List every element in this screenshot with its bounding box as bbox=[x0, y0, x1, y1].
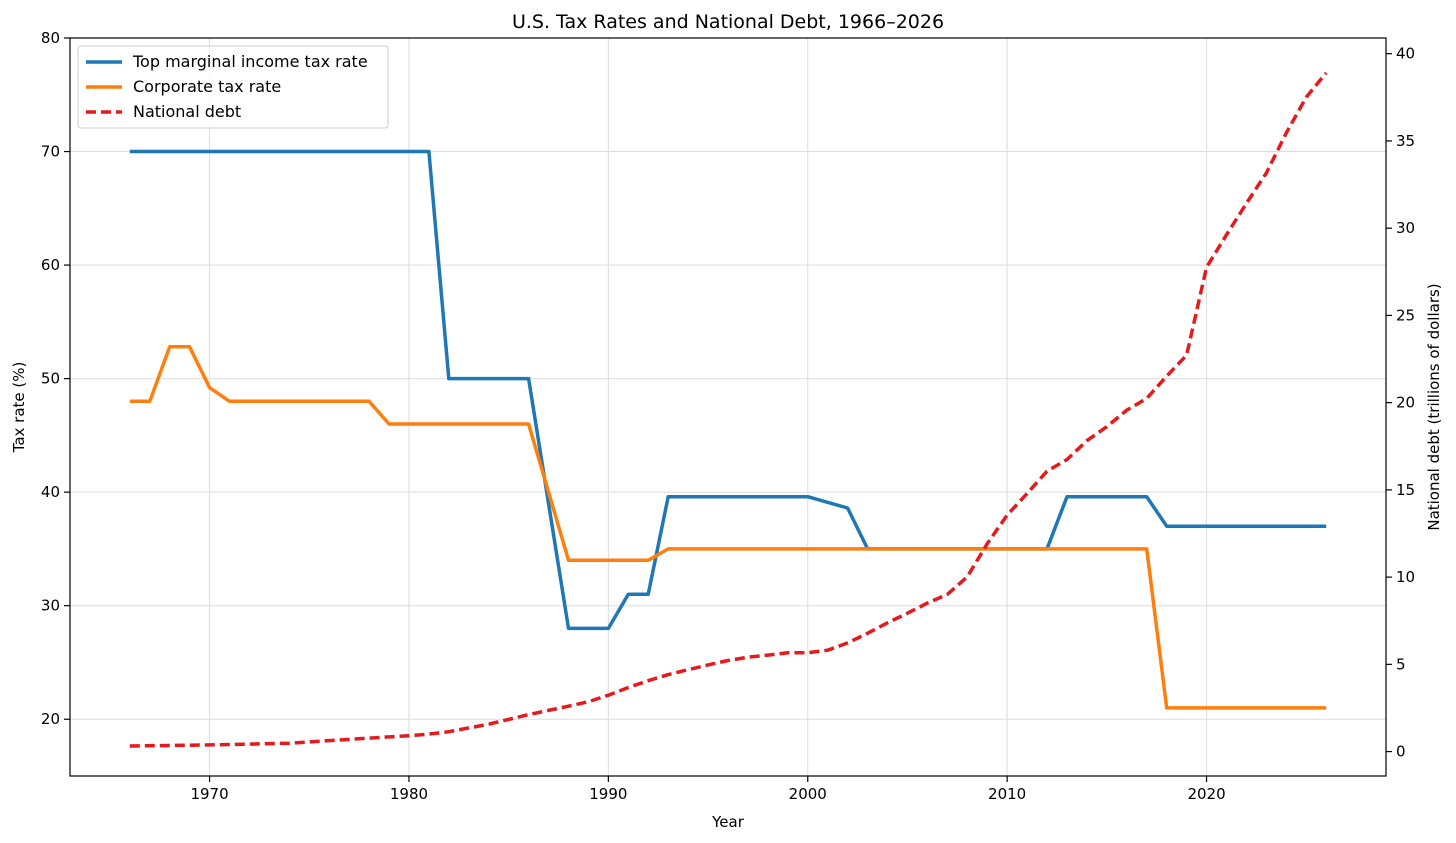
y-right-tick-label: 5 bbox=[1396, 655, 1406, 673]
y-axis-label-left: Tax rate (%) bbox=[10, 362, 28, 454]
y-right-tick-label: 10 bbox=[1396, 568, 1415, 586]
y-axis-right: 0 5 10 15 20 25 30 35 40 bbox=[1386, 45, 1415, 761]
x-tick-label: 1970 bbox=[190, 785, 228, 803]
x-tick-label: 2000 bbox=[789, 785, 827, 803]
y-right-tick-label: 35 bbox=[1396, 132, 1415, 150]
legend: Top marginal income tax rate Corporate t… bbox=[77, 45, 389, 129]
corporate-tax-line bbox=[129, 345, 1327, 710]
y-left-tick-label: 50 bbox=[41, 370, 60, 388]
x-tick-label: 2020 bbox=[1187, 785, 1225, 803]
y-right-tick-label: 25 bbox=[1396, 306, 1415, 324]
x-axis: 1970 1980 1990 2000 2010 2020 bbox=[190, 776, 1226, 803]
gridlines bbox=[70, 38, 1386, 776]
y-right-tick-label: 15 bbox=[1396, 481, 1415, 499]
legend-box bbox=[77, 45, 389, 129]
x-tick-label: 2010 bbox=[988, 785, 1026, 803]
y-left-tick-label: 20 bbox=[41, 710, 60, 728]
national-debt-line bbox=[129, 71, 1328, 748]
plot-frame bbox=[69, 37, 1387, 777]
y-right-tick-label: 30 bbox=[1396, 219, 1415, 237]
y-left-tick-label: 70 bbox=[41, 143, 60, 161]
y-right-tick-label: 40 bbox=[1396, 45, 1415, 63]
legend-label-income-tax: Top marginal income tax rate bbox=[132, 52, 368, 71]
y-axis-left: 20 30 40 50 60 70 80 bbox=[41, 29, 70, 728]
y-left-tick-label: 60 bbox=[41, 256, 60, 274]
income-tax-line bbox=[129, 149, 1327, 631]
series-lines bbox=[129, 71, 1328, 748]
y-left-tick-label: 40 bbox=[41, 483, 60, 501]
y-right-tick-label: 0 bbox=[1396, 743, 1406, 761]
x-axis-label: Year bbox=[711, 813, 745, 831]
x-tick-label: 1980 bbox=[390, 785, 428, 803]
y-left-tick-label: 30 bbox=[41, 597, 60, 615]
chart-title: U.S. Tax Rates and National Debt, 1966–2… bbox=[512, 11, 944, 33]
y-right-tick-label: 20 bbox=[1396, 394, 1415, 412]
x-tick-label: 1990 bbox=[589, 785, 627, 803]
y-axis-label-right: National debt (trillions of dollars) bbox=[1425, 283, 1443, 530]
legend-label-national-debt: National debt bbox=[133, 102, 241, 121]
legend-label-corporate-tax: Corporate tax rate bbox=[133, 77, 281, 96]
y-left-tick-label: 80 bbox=[41, 29, 60, 47]
